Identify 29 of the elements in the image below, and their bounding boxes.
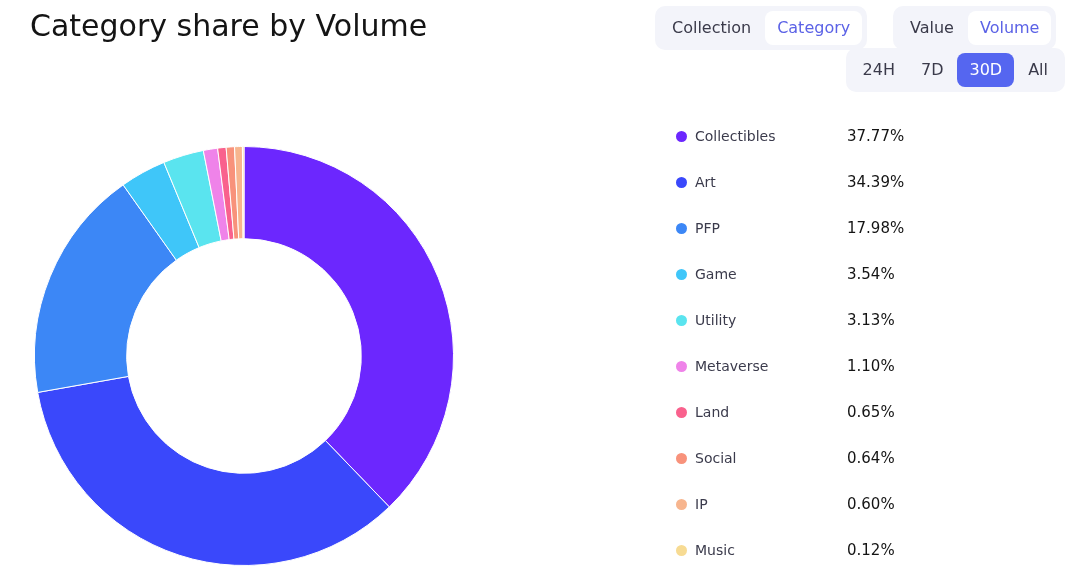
legend-label: Music: [695, 542, 736, 558]
data-label: 0.60%: [847, 495, 895, 513]
legend-label: PFP: [695, 220, 721, 236]
chart-title: Category share by Volume: [30, 8, 428, 43]
toggle-button[interactable]: 30D: [957, 53, 1015, 87]
toggle-button[interactable]: Value: [898, 11, 966, 45]
legend-label: Collectibles: [695, 128, 777, 144]
data-label: 3.13%: [847, 311, 895, 329]
toggle-button[interactable]: 7D: [908, 53, 956, 87]
data-label: 3.54%: [847, 265, 895, 283]
data-label: 34.39%: [847, 173, 905, 191]
legend-label: IP: [695, 496, 709, 512]
toggle-button[interactable]: Collection: [660, 11, 764, 45]
data-label: 1.10%: [847, 357, 895, 375]
legend-label: Game: [695, 266, 738, 282]
toggle-button[interactable]: 24H: [850, 53, 907, 87]
data-label: 0.64%: [847, 449, 895, 467]
legend-label: Land: [695, 404, 731, 420]
data-label: 0.65%: [847, 403, 895, 421]
legend-label: Utility: [695, 312, 738, 328]
toggle-button[interactable]: Volume: [967, 11, 1052, 45]
data-label: 17.98%: [847, 219, 905, 237]
toggle-button[interactable]: Category: [765, 11, 863, 45]
legend-label: Metaverse: [695, 358, 770, 374]
toggle-button[interactable]: All: [1016, 53, 1060, 87]
legend-label: Art: [695, 174, 717, 190]
data-label: 0.12%: [847, 541, 895, 559]
data-label: 37.77%: [847, 127, 905, 145]
legend-label: Social: [695, 450, 738, 466]
